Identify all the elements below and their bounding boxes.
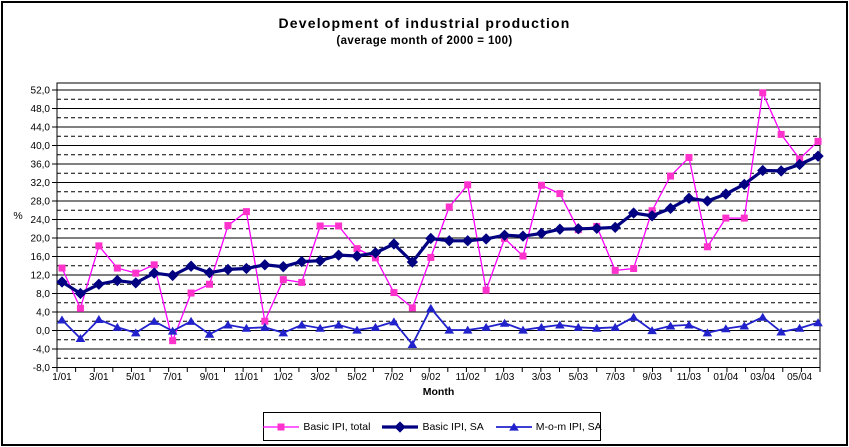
legend-entry-basic-ipi-total: Basic IPI, total — [262, 421, 370, 433]
x-tick-label: 7/03 — [605, 372, 625, 383]
x-axis: 1/01 3/01 5/01 7/01 9/01 11/01 1/02 3/02 5/02 7/0… — [52, 367, 821, 383]
x-tick-label: 11/03 — [677, 372, 702, 383]
y-tick-label: 48,0 — [31, 104, 51, 115]
series-line — [61, 90, 819, 343]
y-tick-label: 20,0 — [31, 234, 51, 245]
series-m-o-m-ipi-sa — [57, 303, 823, 348]
legend-entry-basic-ipi-sa: Basic IPI, SA — [381, 420, 484, 433]
x-tick-label: 3/02 — [310, 372, 330, 383]
x-tick-label: 7/02 — [384, 372, 404, 383]
legend: Basic IPI, total Basic IPI, SA M-o-m IPI… — [262, 412, 602, 441]
x-tick-label: 3/03 — [532, 372, 552, 383]
gridlines — [57, 89, 820, 359]
series-markers — [56, 150, 824, 300]
y-tick-label: 8,0 — [36, 289, 50, 300]
chart-subtitle: (average month of 2000 = 100) — [336, 35, 513, 47]
y-tick-label: 16,0 — [31, 252, 51, 263]
x-tick-label: 11/01 — [234, 372, 259, 383]
x-tick-label: 9/02 — [421, 372, 441, 383]
y-tick-label: 4,0 — [36, 308, 50, 319]
plot-border — [56, 82, 821, 368]
x-tick-label: 9/01 — [200, 372, 220, 383]
y-tick-label: -4,0 — [33, 345, 51, 356]
x-axis-title: Month — [422, 386, 455, 398]
y-tick-label: 44,0 — [31, 123, 51, 134]
legend-label: Basic IPI, SA — [422, 420, 484, 433]
y-tick-label: 12,0 — [31, 271, 51, 282]
y-axis: 52,0 48,0 44,0 40,0 36,0 32,0 28,0 24,0 20,0 16,0… — [31, 86, 57, 374]
x-tick-label: 1/03 — [495, 372, 515, 383]
x-tick-label: 7/01 — [163, 372, 183, 383]
y-tick-label: 32,0 — [31, 178, 51, 189]
x-tick-label: 5/01 — [126, 372, 146, 383]
y-tick-label: 36,0 — [31, 160, 51, 171]
chart-title: Development of industrial production — [278, 15, 571, 31]
legend-label: M-o-m IPI, SA — [535, 420, 602, 433]
x-tick-label: 05/04 — [787, 372, 812, 383]
plot-background — [57, 83, 820, 368]
series-basic-ipi-total — [58, 89, 822, 345]
x-tick-label: 3/01 — [89, 372, 109, 383]
x-tick-label: 1/01 — [52, 372, 72, 383]
y-axis-title: % — [13, 210, 23, 222]
y-tick-label: 52,0 — [31, 86, 51, 97]
x-tick-label: 1/02 — [274, 372, 294, 383]
series-markers — [57, 303, 823, 348]
x-tick-label: 01/04 — [713, 372, 738, 383]
y-tick-label: 28,0 — [31, 197, 51, 208]
x-tick-label: 5/02 — [347, 372, 367, 383]
x-tick-label: 11/02 — [456, 372, 481, 383]
legend-marker-triangle-icon — [495, 422, 532, 431]
legend-label: Basic IPI, total — [303, 420, 371, 433]
y-tick-label: 0,0 — [36, 326, 50, 337]
x-tick-label: 5/03 — [569, 372, 589, 383]
y-tick-label: 40,0 — [31, 141, 51, 152]
legend-entry-mom-ipi-sa: M-o-m IPI, SA — [495, 421, 602, 433]
x-tick-label: 9/03 — [642, 372, 662, 383]
y-tick-label: -8,0 — [33, 363, 51, 374]
series-basic-ipi-sa — [56, 150, 824, 300]
y-tick-label: 24,0 — [31, 215, 51, 226]
legend-marker-square-icon — [263, 423, 300, 430]
legend-marker-diamond-icon — [382, 420, 419, 433]
x-tick-label: 03/04 — [750, 372, 775, 383]
